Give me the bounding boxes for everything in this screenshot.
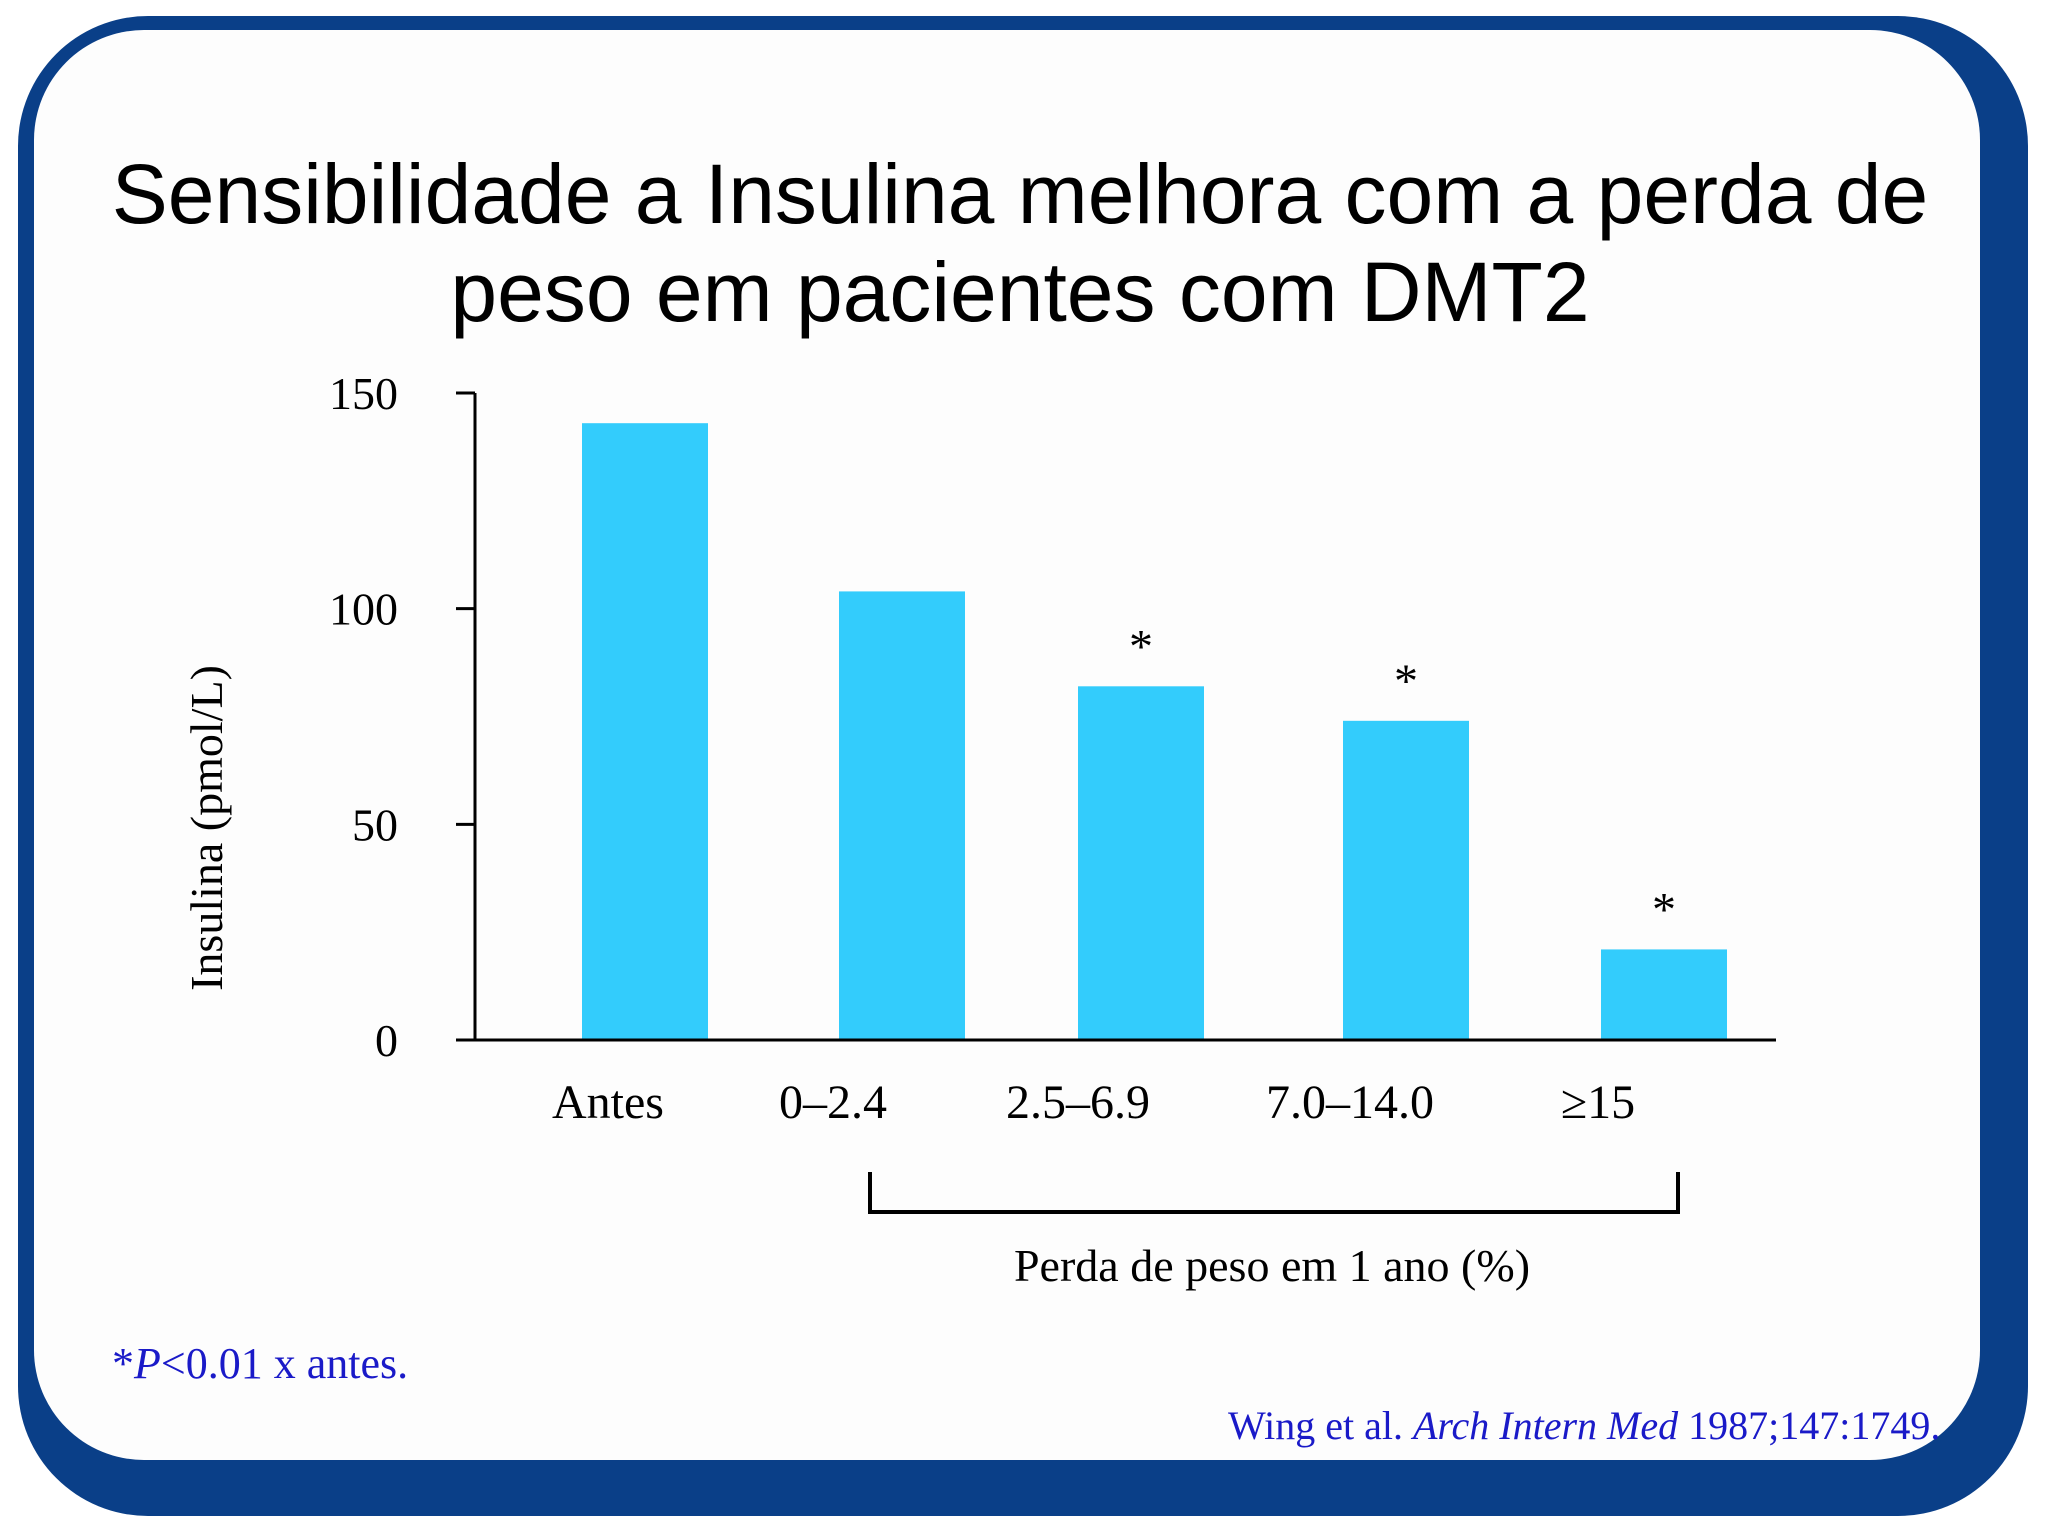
x-tick-labels-group: Antes 0–2.4 2.5–6.9 7.0–14.0 ≥15: [552, 1076, 1635, 1129]
significance-star-4: *: [1652, 883, 1676, 936]
x-tick-label-3: 7.0–14.0: [1266, 1076, 1434, 1129]
x-tick-label-0: Antes: [552, 1076, 664, 1129]
citation-authors: Wing et al.: [1228, 1403, 1413, 1448]
significance-markers: * * *: [1129, 620, 1676, 936]
bar-0: [582, 423, 708, 1040]
x-tick-label-4: ≥15: [1561, 1076, 1635, 1129]
y-tick-label-2: 100: [329, 584, 398, 635]
x-axis-label: Perda de peso em 1 ano (%): [1014, 1240, 1530, 1291]
y-tick-label-0: 0: [375, 1015, 398, 1066]
slide-panel: [34, 30, 1980, 1460]
y-ticks-group: 0 50 100 150: [329, 368, 475, 1066]
y-axis-label: Insulina (pmol/L): [181, 665, 232, 991]
bar-1: [839, 591, 965, 1040]
weight-loss-bracket: [868, 1172, 1680, 1214]
citation-journal: Arch Intern Med: [1413, 1403, 1679, 1448]
significance-star-2: *: [1129, 620, 1153, 673]
bars-group: [582, 423, 1727, 1040]
title-line-2: peso em pacientes com DMT2: [450, 245, 1590, 339]
y-tick-label-3: 150: [329, 368, 398, 419]
x-tick-label-1: 0–2.4: [779, 1076, 887, 1129]
significance-star-3: *: [1394, 655, 1418, 708]
title-line-1: Sensibilidade a Insulina melhora com a p…: [111, 147, 1929, 241]
footnote-star: *: [112, 1339, 134, 1388]
bar-4: [1601, 949, 1727, 1040]
significance-footnote: *P<0.01 x antes.: [112, 1338, 408, 1389]
slide-title: Sensibilidade a Insulina melhora com a p…: [60, 145, 1980, 341]
footnote-text: <0.01 x antes.: [160, 1339, 409, 1388]
y-tick-label-1: 50: [352, 799, 398, 850]
bar-3: [1343, 720, 1469, 1040]
bar-2: [1078, 686, 1204, 1040]
x-tick-label-2: 2.5–6.9: [1006, 1076, 1150, 1129]
footnote-p: P: [134, 1339, 161, 1388]
citation-ref: 1987;147:1749.: [1678, 1403, 1941, 1448]
citation: Wing et al. Arch Intern Med 1987;147:174…: [1228, 1402, 1940, 1449]
